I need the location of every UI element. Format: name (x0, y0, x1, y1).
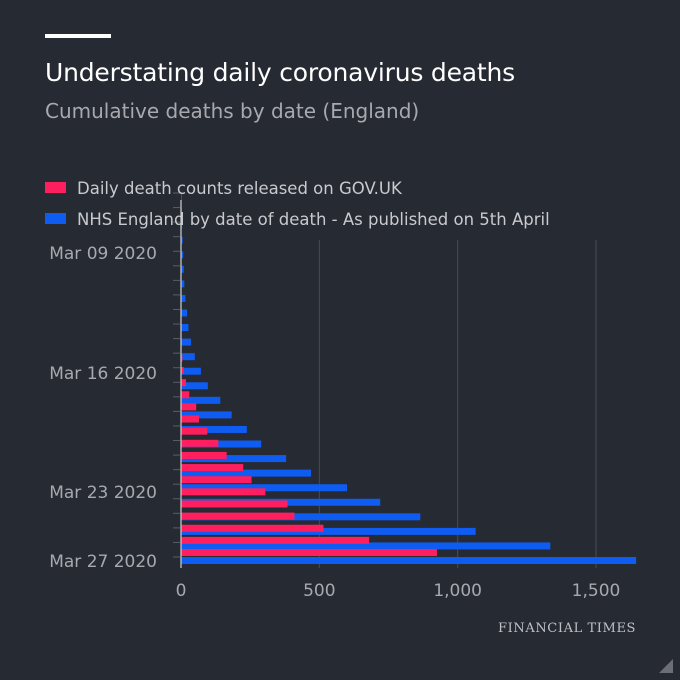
bar-gov (181, 500, 288, 508)
bar-nhs (181, 484, 347, 492)
bar-gov (181, 391, 190, 399)
x-tick-label: 1,500 (572, 581, 621, 601)
bar-nhs (181, 557, 637, 564)
bar-gov (181, 549, 437, 556)
bar-nhs (181, 193, 182, 200)
x-tick-label: 500 (303, 581, 335, 601)
bar-gov (181, 439, 219, 447)
bar-nhs (181, 425, 247, 433)
bar-nhs (181, 353, 195, 361)
bar-nhs (181, 513, 421, 521)
bar-nhs (181, 338, 191, 346)
bar-nhs (181, 411, 232, 419)
y-tick-label: Mar 23 2020 (49, 483, 157, 503)
bar-nhs (181, 324, 189, 332)
legend-swatch (45, 213, 66, 224)
y-tick-label: Mar 16 2020 (49, 364, 157, 384)
chart-subtitle: Cumulative deaths by date (England) (45, 99, 420, 123)
legend-swatch (45, 182, 66, 193)
bar-nhs (181, 367, 201, 375)
bar-nhs (181, 382, 208, 390)
bar-nhs (181, 265, 184, 273)
bar-gov (181, 536, 370, 544)
bar-nhs (181, 396, 221, 404)
bar-gov (181, 427, 208, 435)
legend-label: NHS England by date of death - As publis… (77, 210, 550, 229)
legend-label: Daily death counts released on GOV.UK (77, 179, 403, 198)
bar-nhs (181, 294, 186, 302)
x-tick-label: 1,000 (433, 581, 482, 601)
y-tick-label: Mar 09 2020 (49, 244, 157, 264)
bar-nhs (181, 309, 188, 317)
bar-nhs (181, 455, 287, 463)
bar-gov (181, 367, 184, 374)
bar-nhs (181, 542, 551, 550)
bar-nhs (181, 527, 476, 535)
ft-logo: FINANCIAL TIMES (498, 621, 637, 636)
y-tick-label: Mar 27 2020 (49, 552, 157, 572)
bar-gov (181, 379, 186, 387)
bar-gov (181, 488, 266, 496)
bar-nhs (181, 469, 312, 477)
bar-gov (181, 451, 227, 459)
bar-nhs (181, 236, 183, 244)
bar-nhs (181, 251, 184, 259)
bar-gov (181, 476, 252, 484)
bar-gov (181, 512, 295, 520)
bar-gov (181, 354, 183, 362)
expand-corner-icon[interactable] (659, 659, 673, 673)
x-tick-label: 0 (176, 581, 187, 601)
top-rule (45, 34, 111, 38)
chart-title: Understating daily coronavirus deaths (45, 58, 515, 87)
bar-nhs (181, 280, 185, 288)
bar-gov (181, 415, 199, 423)
bar-gov (181, 403, 197, 411)
bar-nhs (181, 440, 262, 448)
bar-gov (181, 464, 244, 472)
bar-gov (181, 524, 324, 532)
